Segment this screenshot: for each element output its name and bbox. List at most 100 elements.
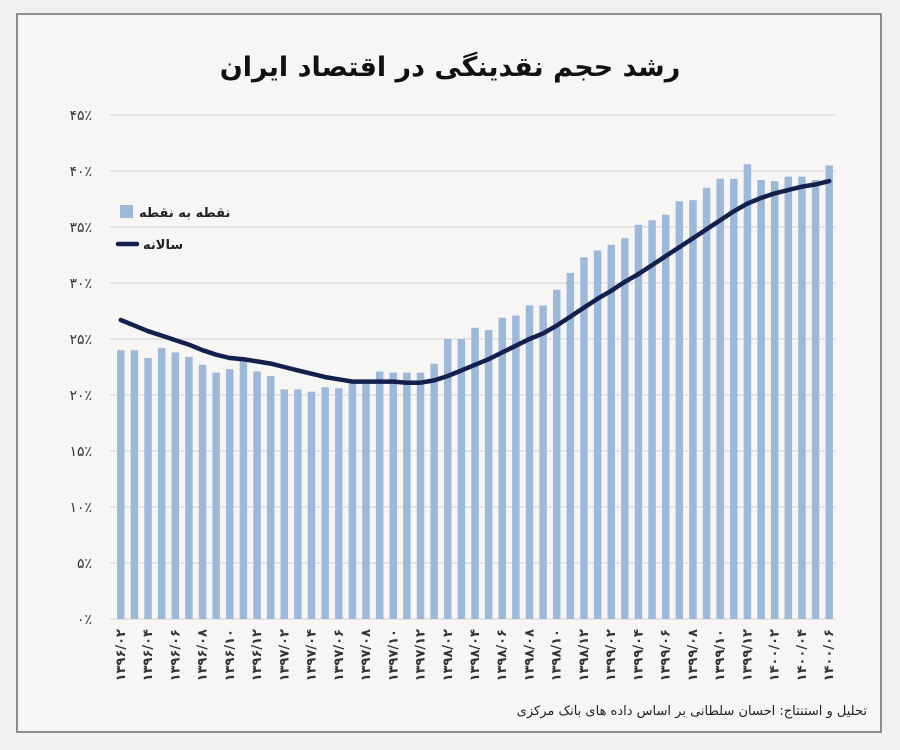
bar [239,360,248,619]
x-tick-label: ۱۳۹۷/۱۰ [386,629,401,681]
bar [430,363,438,619]
chart-title: رشد حجم نقدینگی در اقتصاد ایران [219,52,681,83]
bar [198,364,207,619]
legend: نقطه به نقطه سالانه [115,205,230,253]
x-tick-label: ۱۳۹۸/۱۰ [550,629,565,681]
x-tick-label: ۱۳۹۶/۰۲ [114,629,129,681]
x-tick-label: ۱۳۹۸/۰۶ [495,629,510,681]
bar [825,165,833,619]
bar [416,372,425,619]
source-credit: تحلیل و استنتاج: احسان سلطانی بر اساس دا… [516,704,867,719]
bar [171,352,180,619]
bar [716,178,724,619]
bar [552,289,561,619]
bar [607,244,615,620]
bar [634,224,643,619]
bar [471,327,479,619]
bar [307,391,316,619]
y-tick-label: ۵٪ [77,556,92,572]
bar [226,369,234,619]
y-tick-label: ۱۰٪ [69,500,92,516]
bar [525,305,534,619]
bar [375,371,384,619]
bar [661,214,670,619]
bar [675,201,684,620]
bar [403,372,411,619]
bar [266,375,275,619]
x-tick-label: ۱۳۹۸/۰۴ [468,629,483,681]
bar [130,350,139,619]
y-tick-label: ۲۰٪ [69,388,92,404]
x-axis-ticks: ۱۳۹۶/۰۲ ۱۳۹۶/۰۴ ۱۳۹۶/۰۶ ۱۳۹۶/۰۸ ۱۳۹۶/۱۰ ۱۳۹۶/… [114,629,837,681]
bar [280,389,289,619]
bar [335,388,343,619]
y-tick-label: ۰٪ [77,612,92,628]
bar [144,358,152,619]
bar [389,372,398,619]
bar [457,339,466,619]
x-tick-label: ۱۳۹۹/۰۸ [686,629,701,681]
bar [730,178,738,619]
bar [157,347,166,619]
bar [362,379,370,619]
x-tick-label: ۱۳۹۹/۰۴ [632,629,647,681]
bar [348,383,357,619]
bar [784,176,793,619]
x-tick-label: ۱۳۹۷/۱۲ [414,629,429,681]
y-tick-label: ۳۰٪ [69,276,92,292]
line-series [118,178,832,385]
legend-swatch-bar [120,205,133,218]
bar [811,179,820,619]
bar [253,371,261,619]
bar [566,272,575,619]
line-annual [118,178,832,385]
x-tick-label: ۱۳۹۷/۰۶ [332,629,347,681]
y-axis-ticks: ۰٪ ۵٪ ۱۰٪ ۱۵٪ ۲۰٪ ۲۵٪ ۳۰٪ ۳۵٪ ۴۰٪ ۴۵٪ [69,108,92,628]
x-tick-label: ۱۴۰۰/۰۴ [795,629,810,681]
bar [321,387,329,619]
bar [770,181,779,619]
bar [185,356,193,619]
x-tick-label: ۱۳۹۷/۰۴ [305,629,320,681]
x-tick-label: ۱۳۹۶/۱۰ [223,629,238,681]
x-tick-label: ۱۳۹۷/۰۸ [359,629,374,681]
y-tick-label: ۴۵٪ [69,108,92,124]
bar [648,220,656,619]
legend-label-bar: نقطه به نقطه [139,206,230,221]
x-tick-label: ۱۳۹۹/۰۶ [659,629,674,681]
bar [539,305,547,619]
bar [757,179,765,619]
bar [294,389,302,619]
x-tick-label: ۱۳۹۶/۱۲ [250,629,265,681]
bar [484,330,493,619]
x-tick-label: ۱۳۹۹/۰۲ [604,629,619,681]
bar [444,339,452,619]
x-tick-label: ۱۳۹۸/۱۲ [577,629,592,681]
x-tick-label: ۱۳۹۹/۱۰ [713,629,728,681]
bar [498,317,506,619]
x-tick-label: ۱۴۰۰/۰۶ [822,629,837,681]
x-tick-label: ۱۴۰۰/۰۲ [768,629,783,681]
x-tick-label: ۱۳۹۷/۰۲ [277,629,292,681]
bar [117,350,125,619]
legend-label-line: سالانه [143,238,183,253]
bar [212,372,220,619]
bar-series [117,164,833,620]
x-tick-label: ۱۳۹۶/۰۴ [141,629,156,681]
bar [580,257,588,619]
x-tick-label: ۱۳۹۸/۰۲ [441,629,456,681]
x-tick-label: ۱۳۹۹/۱۲ [741,629,756,681]
bar [702,187,711,620]
bar [798,176,806,619]
bar [593,250,602,619]
y-tick-label: ۴۰٪ [69,164,92,180]
bar [621,238,629,619]
bar [689,200,697,619]
y-tick-label: ۱۵٪ [69,444,92,460]
bar [512,315,520,619]
bar [743,164,752,619]
y-tick-label: ۳۵٪ [69,220,92,236]
y-tick-label: ۲۵٪ [69,332,92,348]
x-tick-label: ۱۳۹۸/۰۸ [523,629,538,681]
